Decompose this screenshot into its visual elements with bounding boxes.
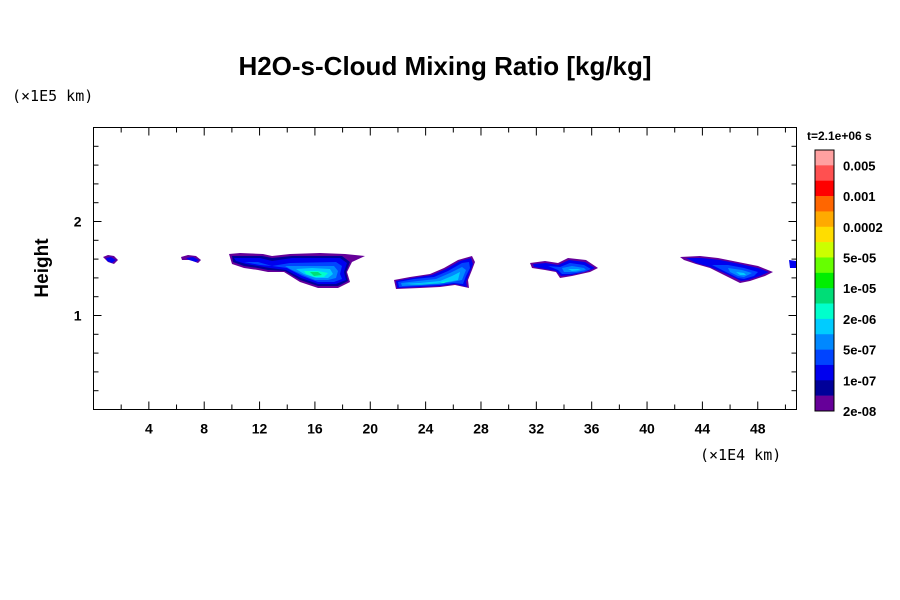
x-ticks: 4 8 12 16 20 24 28 32 36 40 44 48 xyxy=(120,127,786,437)
x-tick-label: 8 xyxy=(200,421,208,437)
colorbar-swatch xyxy=(815,150,834,166)
colorbar-label: 0.005 xyxy=(843,158,876,173)
y-unit-label: (×1E5 km) xyxy=(12,87,93,105)
cloud-blob xyxy=(530,258,598,278)
colorbar-swatch xyxy=(815,395,834,412)
x-tick-label: 20 xyxy=(362,421,378,437)
y-tick-label: 1 xyxy=(74,308,82,324)
colorbar-swatch xyxy=(815,211,834,228)
x-tick-label: 44 xyxy=(695,421,711,437)
colorbar-swatch xyxy=(815,364,834,381)
colorbar-swatch xyxy=(815,380,834,396)
x-tick-label: 40 xyxy=(639,421,655,437)
cloud-blob xyxy=(394,256,475,289)
cloud-contours xyxy=(103,253,796,289)
x-tick-label: 32 xyxy=(529,421,545,437)
colorbar-swatch xyxy=(815,318,834,335)
colorbar-label: 2e-06 xyxy=(843,312,876,327)
colorbar-swatch xyxy=(815,226,834,243)
x-tick-label: 36 xyxy=(584,421,600,437)
x-tick-label: 24 xyxy=(418,421,434,437)
cloud-blob xyxy=(181,255,201,263)
plot-frame xyxy=(93,127,797,410)
colorbar-swatch xyxy=(815,165,834,182)
colorbar-swatch xyxy=(815,349,834,366)
y-ticks: 12 xyxy=(74,145,797,392)
y-tick-label: 2 xyxy=(74,214,82,230)
x-tick-label: 48 xyxy=(750,421,766,437)
cloud-blob xyxy=(789,260,796,268)
colorbar-swatch xyxy=(815,288,834,304)
colorbar-swatch xyxy=(815,180,834,197)
colorbar-frame xyxy=(814,149,835,412)
x-tick-label: 28 xyxy=(473,421,489,437)
colorbar-label: 2e-08 xyxy=(843,404,876,419)
x-tick-label: 12 xyxy=(252,421,268,437)
colorbar-label: 5e-07 xyxy=(843,343,876,358)
colorbar-swatch xyxy=(815,272,834,289)
chart-title: H2O-s-Cloud Mixing Ratio [kg/kg] xyxy=(238,51,651,81)
colorbar-label: 0.001 xyxy=(843,189,876,204)
colorbar-label: 5e-05 xyxy=(843,250,876,265)
colorbar-swatch xyxy=(815,242,834,258)
x-unit-label: (×1E4 km) xyxy=(700,446,781,464)
x-tick-label: 4 xyxy=(145,421,153,437)
cloud-blob xyxy=(229,253,365,288)
cloud-blob xyxy=(103,255,118,264)
colorbar: 0.005 0.001 0.0002 5e-05 1e-05 2e-06 5e-07 1e-0… xyxy=(814,149,883,419)
colorbar-label: 1e-05 xyxy=(843,281,876,296)
colorbar-label: 0.0002 xyxy=(843,220,883,235)
colorbar-swatch xyxy=(815,196,834,212)
x-tick-label: 16 xyxy=(307,421,323,437)
colorbar-label: 1e-07 xyxy=(843,373,876,388)
colorbar-swatch xyxy=(815,257,834,274)
y-axis-label: Height xyxy=(32,238,53,298)
colorbar-swatch xyxy=(815,303,834,320)
time-label: t=2.1e+06 s xyxy=(807,129,872,143)
cloud-blob xyxy=(680,256,773,283)
colorbar-swatch xyxy=(815,334,834,350)
